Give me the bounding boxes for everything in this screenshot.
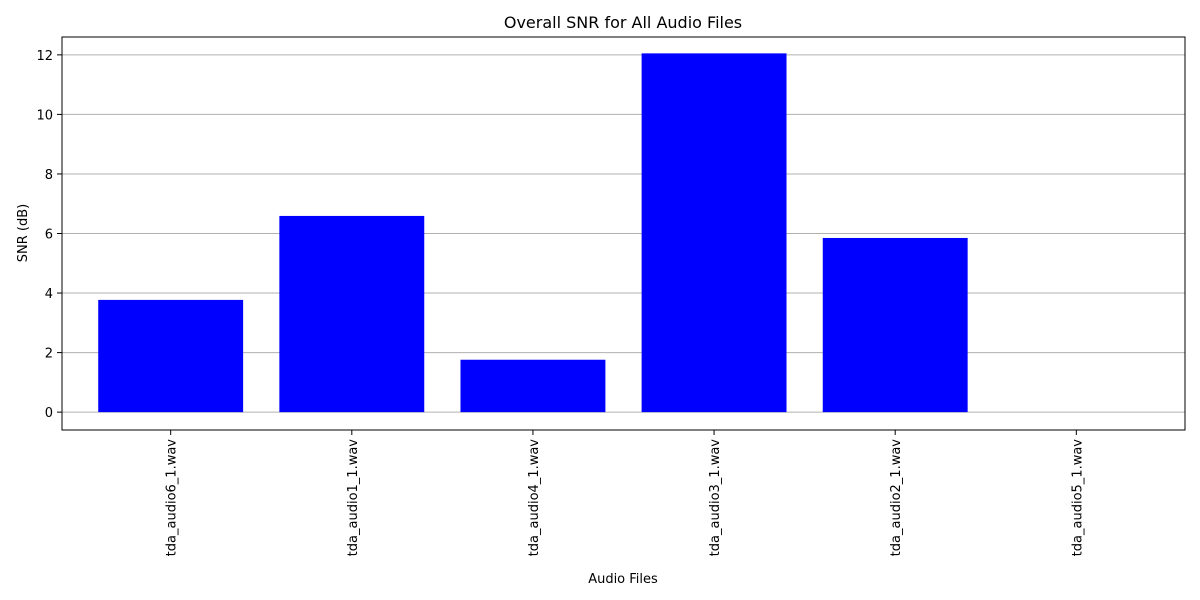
x-tick-label: tda_audio2_1.wav bbox=[889, 439, 904, 557]
y-tick-label: 12 bbox=[36, 49, 53, 64]
x-tick-label: tda_audio6_1.wav bbox=[165, 439, 180, 557]
x-tick-label: tda_audio1_1.wav bbox=[346, 439, 361, 557]
gridlines bbox=[62, 54, 1185, 413]
y-tick-label: 8 bbox=[45, 168, 53, 183]
bar bbox=[641, 53, 787, 413]
y-tick-label: 4 bbox=[45, 287, 53, 302]
bar bbox=[822, 237, 968, 413]
y-axis-ticks: 0 2 4 6 8 10 12 bbox=[36, 49, 62, 421]
chart-title: Overall SNR for All Audio Files bbox=[504, 13, 742, 32]
x-axis-label: Audio Files bbox=[588, 572, 658, 587]
bars bbox=[98, 53, 968, 413]
x-tick-label: tda_audio5_1.wav bbox=[1070, 439, 1085, 557]
y-tick-label: 10 bbox=[36, 108, 53, 123]
y-tick-label: 2 bbox=[45, 347, 53, 362]
x-axis-ticks: tda_audio6_1.wav tda_audio1_1.wav tda_audi… bbox=[165, 430, 1085, 557]
x-tick-label: tda_audio4_1.wav bbox=[527, 439, 542, 557]
y-axis-label: SNR (dB) bbox=[16, 204, 31, 262]
y-tick-label: 0 bbox=[45, 406, 53, 421]
bar bbox=[460, 359, 606, 413]
bar bbox=[279, 215, 425, 413]
y-tick-label: 6 bbox=[45, 228, 53, 243]
x-tick-label: tda_audio3_1.wav bbox=[708, 439, 723, 557]
bar bbox=[98, 299, 244, 413]
